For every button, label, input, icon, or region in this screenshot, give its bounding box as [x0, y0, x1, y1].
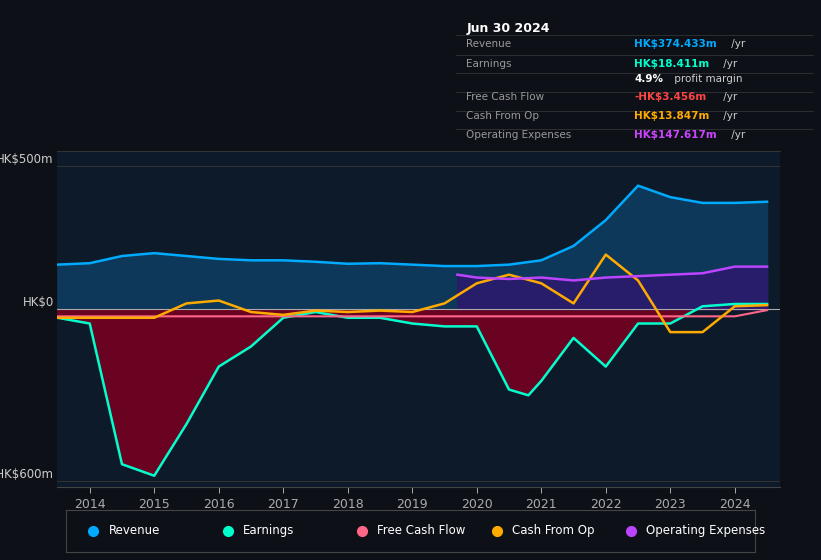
- Text: 4.9%: 4.9%: [635, 74, 663, 83]
- Text: HK$0: HK$0: [23, 296, 54, 309]
- Text: HK$13.847m: HK$13.847m: [635, 111, 709, 122]
- Text: /yr: /yr: [728, 130, 745, 140]
- Text: Operating Expenses: Operating Expenses: [646, 524, 766, 537]
- Text: /yr: /yr: [720, 59, 737, 69]
- Text: /yr: /yr: [720, 111, 737, 122]
- Text: HK$374.433m: HK$374.433m: [635, 39, 717, 49]
- Text: -HK$600m: -HK$600m: [0, 469, 54, 482]
- Text: Operating Expenses: Operating Expenses: [466, 130, 571, 140]
- Text: HK$147.617m: HK$147.617m: [635, 130, 717, 140]
- Text: Free Cash Flow: Free Cash Flow: [466, 92, 544, 102]
- Text: -HK$3.456m: -HK$3.456m: [635, 92, 707, 102]
- Text: HK$18.411m: HK$18.411m: [635, 59, 709, 69]
- Text: /yr: /yr: [728, 39, 745, 49]
- Text: Revenue: Revenue: [108, 524, 160, 537]
- Text: Earnings: Earnings: [243, 524, 294, 537]
- Text: Revenue: Revenue: [466, 39, 511, 49]
- Text: HK$500m: HK$500m: [0, 152, 54, 166]
- Text: Cash From Op: Cash From Op: [511, 524, 594, 537]
- Text: Jun 30 2024: Jun 30 2024: [466, 22, 550, 35]
- Text: Earnings: Earnings: [466, 59, 511, 69]
- Text: profit margin: profit margin: [671, 74, 742, 83]
- Text: Free Cash Flow: Free Cash Flow: [378, 524, 466, 537]
- Text: Cash From Op: Cash From Op: [466, 111, 539, 122]
- Text: /yr: /yr: [720, 92, 737, 102]
